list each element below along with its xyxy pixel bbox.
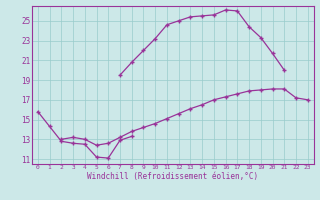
X-axis label: Windchill (Refroidissement éolien,°C): Windchill (Refroidissement éolien,°C) (87, 172, 258, 181)
